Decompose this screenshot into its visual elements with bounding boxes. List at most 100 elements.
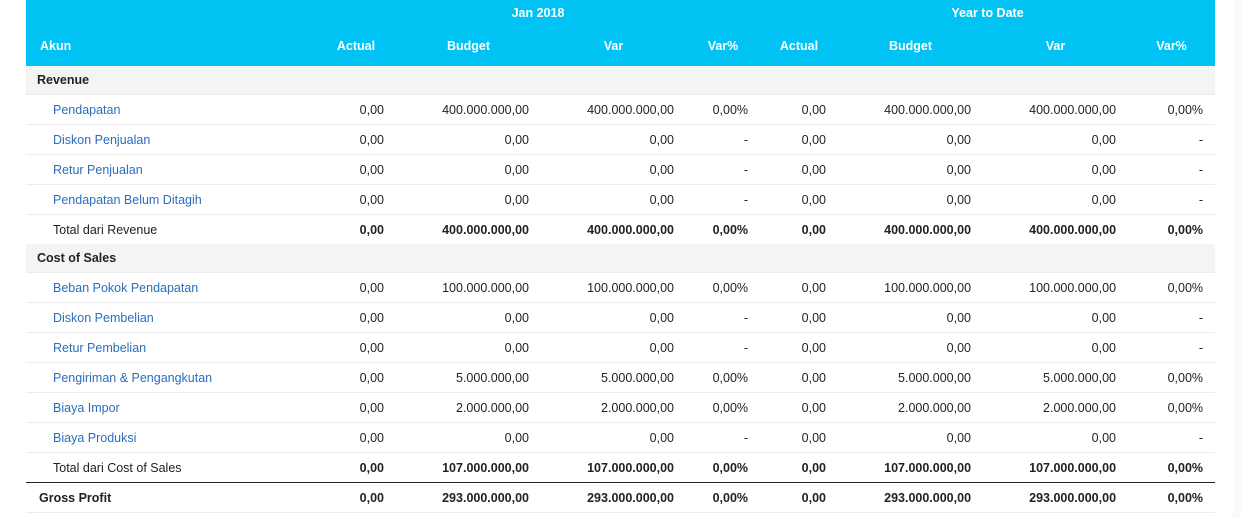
ytd-var-pct-cell: - (1128, 302, 1216, 333)
account-name-cell: Biaya Impor (26, 392, 316, 423)
var-pct-cell: - (686, 332, 761, 363)
var-pct-cell: 0,00% (686, 94, 761, 125)
col-header-ytd-var[interactable]: Var (983, 26, 1129, 66)
ytd-var-cell: 400.000.000,00 (983, 94, 1129, 125)
ytd-var-cell: 5.000.000,00 (983, 362, 1129, 393)
ytd-budget-cell: 100.000.000,00 (838, 272, 984, 303)
col-header-actual[interactable]: Actual (316, 26, 396, 66)
col-header-budget[interactable]: Budget (396, 26, 541, 66)
col-header-ytd-actual[interactable]: Actual (760, 26, 839, 66)
var-cell: 0,00 (541, 124, 686, 155)
ytd-var-cell: 400.000.000,00 (983, 214, 1129, 244)
ytd-actual-cell: 0,00 (760, 452, 839, 483)
total-row: Total dari Cost of Sales 0,00 107.000.000,… (26, 452, 1216, 483)
ytd-var-pct-cell: - (1128, 422, 1216, 453)
ytd-var-cell: 0,00 (983, 302, 1129, 333)
section-title: Revenue (26, 66, 1216, 95)
ytd-var-pct-cell: - (1128, 154, 1216, 185)
account-link[interactable]: Biaya Produksi (53, 430, 137, 445)
var-cell: 100.000.000,00 (541, 272, 686, 303)
col-header-ytd-var-pct[interactable]: Var% (1128, 26, 1216, 66)
ytd-var-pct-cell: 0,00% (1128, 392, 1216, 423)
budget-cell: 400.000.000,00 (396, 214, 541, 244)
actual-cell: 0,00 (316, 362, 396, 393)
ytd-var-pct-cell: - (1128, 332, 1216, 363)
ytd-actual-cell: 0,00 (760, 124, 839, 155)
ytd-budget-cell: 0,00 (838, 124, 984, 155)
actual-cell: 0,00 (316, 124, 396, 155)
account-name-cell: Total dari Revenue (26, 214, 316, 244)
actual-cell: 0,00 (316, 422, 396, 453)
ytd-actual-cell: 0,00 (760, 154, 839, 185)
budget-cell: 0,00 (396, 332, 541, 363)
total-row: Total dari Revenue 0,00 400.000.000,00 400.… (26, 214, 1216, 244)
table-row: Diskon Pembelian 0,00 0,00 0,00-0,00 0,00 0,0… (26, 302, 1216, 333)
ytd-header: Year to Date (760, 0, 1216, 26)
account-name-cell: Pengiriman & Pengangkutan (26, 362, 316, 393)
scrollbar[interactable] (1233, 0, 1241, 518)
ytd-actual-cell: 0,00 (760, 302, 839, 333)
account-link[interactable]: Diskon Pembelian (53, 310, 154, 325)
actual-cell: 0,00 (316, 302, 396, 333)
col-header-var[interactable]: Var (541, 26, 686, 66)
var-pct-cell: - (686, 422, 761, 453)
ytd-actual-cell: 0,00 (760, 422, 839, 453)
ytd-budget-cell: 0,00 (838, 332, 984, 363)
table-row: Diskon Penjualan 0,00 0,00 0,00-0,00 0,00 0,0… (26, 124, 1216, 155)
budget-cell: 0,00 (396, 154, 541, 185)
ytd-var-cell: 100.000.000,00 (983, 272, 1129, 303)
ytd-actual-cell: 0,00 (760, 184, 839, 215)
account-link[interactable]: Biaya Impor (53, 400, 120, 415)
budget-cell: 2.000.000,00 (396, 392, 541, 423)
ytd-var-pct-cell: - (1128, 184, 1216, 215)
ytd-budget-cell: 2.000.000,00 (838, 392, 984, 423)
ytd-var-pct-cell: - (1128, 124, 1216, 155)
table-row: Biaya Impor 0,00 2.000.000,00 2.000.000,00 0… (26, 392, 1216, 423)
ytd-budget-cell: 107.000.000,00 (838, 452, 984, 483)
account-name-cell: Diskon Penjualan (26, 124, 316, 155)
col-header-var-pct[interactable]: Var% (686, 26, 761, 66)
ytd-budget-cell: 5.000.000,00 (838, 362, 984, 393)
var-pct-cell: 0,00% (686, 392, 761, 423)
account-link[interactable]: Pengiriman & Pengangkutan (53, 370, 213, 385)
account-link[interactable]: Retur Pembelian (53, 340, 147, 355)
account-link[interactable]: Beban Pokok Pendapatan (53, 280, 199, 295)
table-row: Biaya Produksi 0,00 0,00 0,00-0,00 0,00 0,00- (26, 422, 1216, 453)
ytd-budget-cell: 0,00 (838, 184, 984, 215)
account-link[interactable]: Retur Penjualan (53, 162, 143, 177)
col-header-akun[interactable]: Akun (26, 26, 316, 66)
actual-cell: 0,00 (316, 452, 396, 483)
var-cell: 0,00 (541, 302, 686, 333)
ytd-var-cell: 0,00 (983, 332, 1129, 363)
gross-profit-row: Gross Profit 0,00 293.000.000,00 293.000.00… (26, 482, 1216, 513)
ytd-budget-cell: 400.000.000,00 (838, 214, 984, 244)
budget-cell: 100.000.000,00 (396, 272, 541, 303)
ytd-budget-cell: 293.000.000,00 (838, 482, 984, 513)
table-header: Jan 2018 Year to Date Akun Actual Budget… (26, 0, 1216, 66)
actual-cell: 0,00 (316, 94, 396, 125)
actual-cell: 0,00 (316, 272, 396, 303)
budget-cell: 5.000.000,00 (396, 362, 541, 393)
ytd-var-cell: 293.000.000,00 (983, 482, 1129, 513)
budget-cell: 0,00 (396, 422, 541, 453)
account-name-cell: Biaya Produksi (26, 422, 316, 453)
ytd-var-pct-cell: 0,00% (1128, 272, 1216, 303)
ytd-var-pct-cell: 0,00% (1128, 482, 1216, 513)
var-cell: 400.000.000,00 (541, 214, 686, 244)
account-name-cell: Pendapatan Belum Ditagih (26, 184, 316, 215)
ytd-budget-cell: 400.000.000,00 (838, 94, 984, 125)
budget-cell: 0,00 (396, 184, 541, 215)
account-link[interactable]: Pendapatan Belum Ditagih (53, 192, 202, 207)
var-cell: 293.000.000,00 (541, 482, 686, 513)
ytd-actual-cell: 0,00 (760, 482, 839, 513)
account-link[interactable]: Pendapatan (53, 102, 121, 117)
ytd-var-pct-cell: 0,00% (1128, 94, 1216, 125)
account-link[interactable]: Diskon Penjualan (53, 132, 151, 147)
budget-report: Jan 2018 Year to Date Akun Actual Budget… (26, 0, 1216, 513)
var-pct-cell: - (686, 124, 761, 155)
ytd-actual-cell: 0,00 (760, 272, 839, 303)
report-table: Jan 2018 Year to Date Akun Actual Budget… (26, 0, 1216, 513)
col-header-ytd-budget[interactable]: Budget (838, 26, 984, 66)
account-name-cell: Retur Penjualan (26, 154, 316, 185)
table-row: Pendapatan Belum Ditagih 0,00 0,00 0,00-0,0… (26, 184, 1216, 215)
